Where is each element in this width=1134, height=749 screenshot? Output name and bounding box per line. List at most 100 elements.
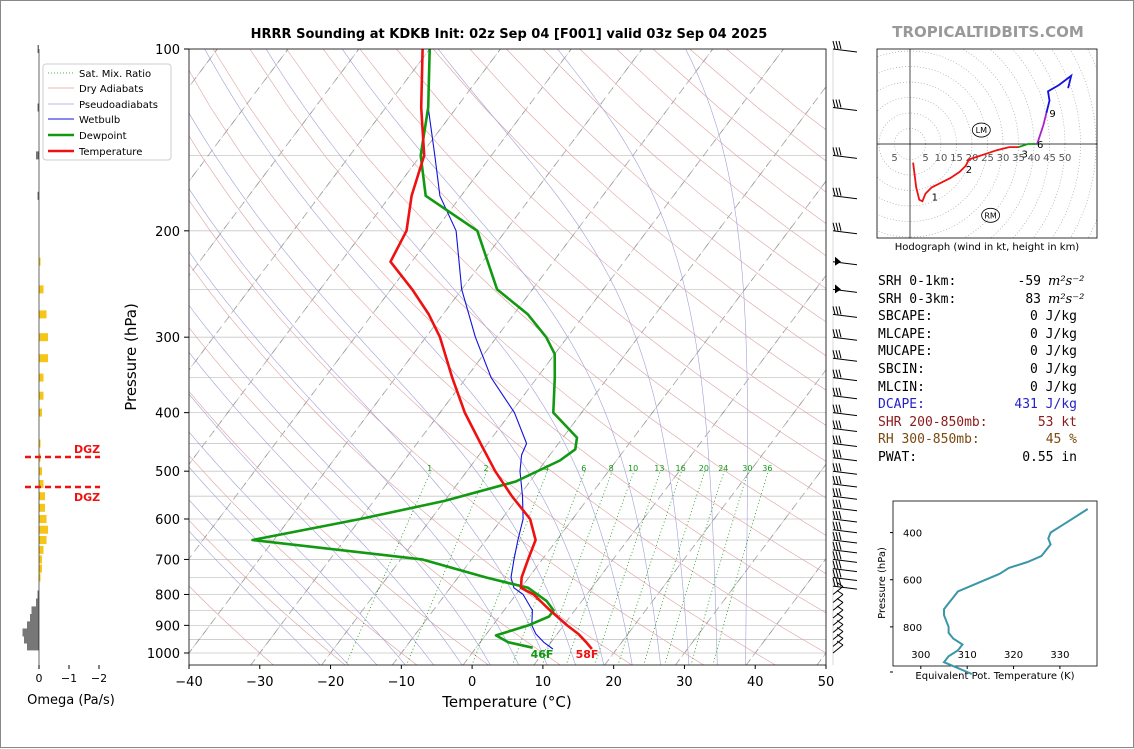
barb-flag [836,590,844,595]
isotherm-line-faint [189,49,643,654]
omega-bar [39,564,42,573]
theta-e-line [942,508,1089,675]
hodograph-height-label: 2 [966,165,972,176]
hodograph-ring-label: 50 [1059,153,1072,164]
dry-adiabat [322,49,826,499]
dry-adiabat [189,327,561,665]
mixing-ratio-line [594,471,661,665]
pseudoadiabat [189,431,406,665]
barb-feather [832,369,836,378]
barb-feather [832,560,836,569]
wind-barb [832,222,858,235]
barb-staff [832,539,858,544]
wetbulb-line [427,49,554,650]
x-axis-ticks: −40 −30 −20 −10 0 10 20 30 40 50 [175,665,834,690]
legend: Sat. Mix. Ratio Dry Adiabats Pseudoadiab… [42,63,172,161]
omega-bar [39,525,48,534]
barb-feather [835,40,839,50]
param-label: RH 300-850mb: [878,432,980,448]
barb-feather [835,350,839,359]
barb-feather [838,488,842,497]
mixing-ratio-label: 10 [628,464,638,473]
wind-barb [832,499,858,512]
pseudoadiabat [685,49,748,665]
barb-flag [836,640,844,646]
omega-tick-label: −1 [61,672,77,685]
barb-staff [832,585,858,590]
barb-feather [838,306,842,315]
x-tick-label: −10 [388,675,415,690]
barb-feather [832,187,836,196]
param-unit: m²s⁻² [1048,274,1085,289]
param-row: MLCIN: 0 J/kg [878,380,1077,395]
param-row: DCAPE: 431 J/kg [878,397,1077,412]
pseudoadiabat [189,304,491,665]
wind-barb [832,590,844,603]
barb-staff [832,412,858,417]
omega-bar [39,373,44,382]
barb-feather [835,510,839,520]
param-unit: m²s⁻² [1048,291,1085,307]
theta-e-panel: 300 310 320 330 400 600 800 Pressure (hPa) Equ… [877,500,1098,682]
barb-feather [838,40,842,50]
legend-box [42,63,172,161]
barb-feather [835,569,839,578]
hodograph-height-label: 6 [1037,140,1043,151]
barb-staff [832,336,858,341]
barb-staff [832,638,844,647]
barb-staff [832,377,858,382]
theta-e-x-tick-label: 300 [911,650,930,661]
y-tick-label: 100 [155,43,180,58]
barb-feather [838,387,842,396]
barb-flag [836,620,844,625]
param-label: MLCAPE: [878,326,933,342]
dry-adiabat [189,519,346,665]
isotherm-line-faint [462,180,826,665]
param-value: 53 kt [1037,414,1077,430]
barb-staff [832,577,858,581]
legend-label: Wetbulb [79,115,120,126]
skewt-xlabel: Temperature (°C) [441,693,571,711]
wind-barb [832,488,858,500]
legend-label: Dewpoint [79,131,127,142]
x-tick-label: 50 [818,675,835,690]
param-value: 0 J/kg [1030,309,1077,325]
omega-bar [22,628,39,637]
param-value: 45 % [1045,432,1077,448]
wind-barb [832,640,844,654]
barb-feather [832,435,836,444]
mixing-ratio-labels: 1 2 4 6 8 10 13 16 20 24 30 36 [427,464,772,473]
x-tick-label: 10 [535,675,552,690]
omega-bar [36,598,39,607]
barb-feather [838,404,842,413]
barb-feather [835,463,839,472]
wind-barb [832,541,858,554]
barb-feather [835,449,839,458]
barb-feather [838,560,842,569]
barb-feather [838,499,842,508]
mixing-ratio-line [471,471,548,665]
theta-e-y-tick-label: 600 [903,576,922,587]
param-row: SHR 200-850mb: 53 kt [878,415,1077,430]
barb-feather [832,510,836,520]
barb-staff [832,48,858,53]
isotherm-line-faint [189,49,430,371]
param-row: MLCAPE: 0 J/kg [878,326,1077,342]
barb-staff [832,507,858,512]
param-row: PWAT: 0.55 in [878,450,1077,465]
hodograph-trace [1036,112,1048,145]
pseudoadiabat [189,530,321,665]
barb-feather [838,531,842,541]
param-label: MUCAPE: [878,344,933,360]
barb-feather [835,369,839,378]
wind-barb [832,284,858,294]
mixing-ratio-line [664,471,725,665]
mixing-ratio-line [512,471,586,665]
y-tick-label: 200 [155,225,180,240]
x-tick-label: −40 [175,675,202,690]
dgz-label-top: DGZ [74,443,100,456]
wind-barb [832,256,858,266]
wind-barb [832,510,858,523]
dry-adiabat [189,263,633,665]
y-axis-ticks: 100 200 300 400 500 600 700 800 900 1000 [147,43,189,662]
